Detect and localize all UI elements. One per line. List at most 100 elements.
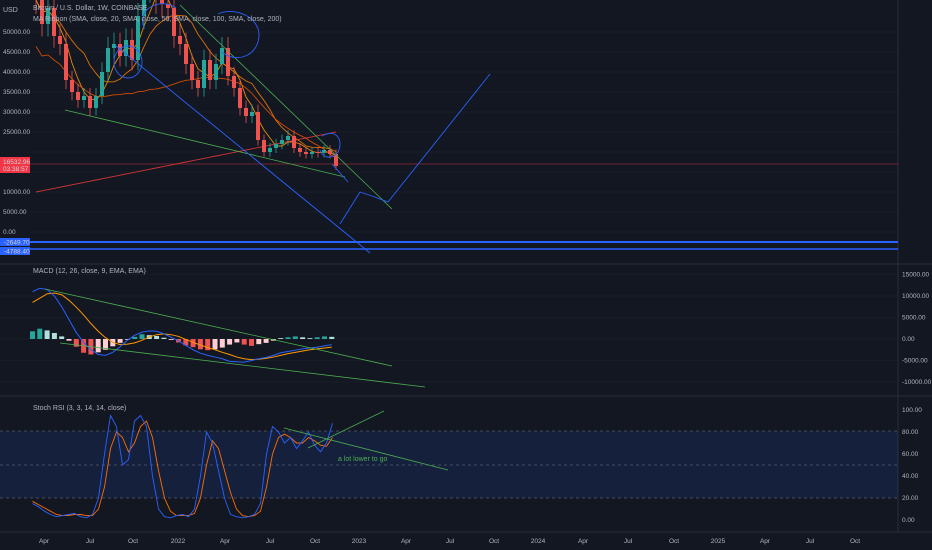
macd-histogram-bar[interactable] bbox=[278, 338, 284, 339]
macd-histogram-bar[interactable] bbox=[37, 328, 43, 339]
macd-histogram-bar[interactable] bbox=[139, 334, 145, 339]
candle-body[interactable] bbox=[274, 144, 278, 148]
macd-histogram-bar[interactable] bbox=[212, 339, 218, 350]
macd-histogram-bar[interactable] bbox=[205, 339, 211, 351]
candle-body[interactable] bbox=[292, 136, 296, 148]
macd-histogram-bar[interactable] bbox=[241, 339, 247, 345]
indicator-axis[interactable]: 15000.00 10000.00 5000.00 0.00 -5000.00 -1000… bbox=[902, 272, 932, 525]
candle-body[interactable] bbox=[58, 36, 62, 44]
stoch-k-line[interactable] bbox=[32, 414, 333, 519]
trendline-green-upper[interactable] bbox=[179, 4, 393, 210]
candle-body[interactable] bbox=[70, 80, 74, 92]
candle-body[interactable] bbox=[268, 148, 272, 152]
macd-signal-line[interactable] bbox=[32, 292, 332, 361]
macd-histogram-bar[interactable] bbox=[117, 339, 123, 343]
macd-histogram-bar[interactable] bbox=[227, 339, 233, 345]
macd-histogram-bar[interactable] bbox=[103, 339, 108, 350]
candle-body[interactable] bbox=[88, 96, 92, 108]
circle-annotation-3[interactable] bbox=[142, 3, 177, 29]
candle-body[interactable] bbox=[160, 0, 164, 4]
macd-histogram-bar[interactable] bbox=[66, 339, 72, 341]
macd-histogram-bar[interactable] bbox=[161, 337, 167, 339]
candle-body[interactable] bbox=[202, 60, 206, 88]
macd-histogram-bar[interactable] bbox=[51, 332, 57, 339]
candle-body[interactable] bbox=[82, 96, 86, 100]
rsi-trendline-up[interactable] bbox=[307, 410, 385, 449]
macd-histogram-bar[interactable] bbox=[314, 337, 320, 339]
projection-path[interactable] bbox=[339, 73, 491, 225]
candle-body[interactable] bbox=[118, 44, 122, 56]
circle-annotation-1[interactable] bbox=[113, 45, 143, 79]
candle-body[interactable] bbox=[286, 136, 290, 140]
candles[interactable] bbox=[34, 0, 338, 170]
candle-body[interactable] bbox=[40, 0, 44, 24]
macd-histogram-bar[interactable] bbox=[307, 338, 313, 339]
candle-body[interactable] bbox=[52, 8, 56, 36]
candle-body[interactable] bbox=[262, 140, 266, 152]
candle-body[interactable] bbox=[142, 0, 146, 16]
candle-body[interactable] bbox=[214, 64, 218, 80]
macd-histogram-bar[interactable] bbox=[322, 336, 327, 339]
macd-line[interactable] bbox=[32, 287, 332, 363]
stoch-rsi-legend[interactable]: Stoch RSI (3, 3, 14, 14, close) bbox=[33, 405, 126, 412]
ma-line-3[interactable] bbox=[35, 46, 337, 159]
candle-body[interactable] bbox=[94, 96, 98, 108]
candle-body[interactable] bbox=[238, 88, 242, 108]
stoch-d-line[interactable] bbox=[32, 420, 333, 518]
candle-body[interactable] bbox=[226, 48, 230, 76]
macd-histogram-bar[interactable] bbox=[197, 339, 203, 350]
candle-body[interactable] bbox=[334, 154, 338, 166]
candle-body[interactable] bbox=[298, 148, 302, 152]
drawings-macd[interactable] bbox=[44, 288, 426, 388]
candle-body[interactable] bbox=[280, 140, 284, 144]
macd-trendline-lower[interactable] bbox=[59, 342, 426, 388]
symbol-title[interactable]: Bitcoin / U.S. Dollar, 1W, COINBASE bbox=[33, 5, 148, 12]
ma-line-4[interactable] bbox=[35, 131, 337, 193]
ma-ribbon-legend[interactable]: MA Ribbon (SMA, close, 20, SMA, close, 5… bbox=[33, 16, 282, 23]
macd-histogram-bar[interactable] bbox=[190, 339, 196, 348]
candle-body[interactable] bbox=[76, 92, 80, 100]
candle-body[interactable] bbox=[106, 48, 110, 72]
macd-histogram-bar[interactable] bbox=[30, 331, 35, 339]
candle-body[interactable] bbox=[196, 80, 200, 88]
macd-histogram-bar[interactable] bbox=[132, 336, 138, 339]
candle-body[interactable] bbox=[112, 44, 116, 48]
rsi-trendline-down[interactable] bbox=[283, 427, 449, 471]
candle-body[interactable] bbox=[220, 48, 224, 64]
macd-trendline-upper[interactable] bbox=[44, 288, 393, 367]
macd-histogram-bar[interactable] bbox=[300, 337, 306, 339]
candle-body[interactable] bbox=[250, 112, 254, 116]
candle-body[interactable] bbox=[208, 60, 212, 80]
macd-legend[interactable]: MACD (12, 26, close, 9, EMA, EMA) bbox=[33, 268, 146, 275]
macd-histogram-bar[interactable] bbox=[329, 336, 335, 339]
ma-line-2[interactable] bbox=[35, 0, 337, 153]
candle-body[interactable] bbox=[190, 64, 194, 80]
candle-body[interactable] bbox=[64, 44, 68, 80]
candle-body[interactable] bbox=[256, 112, 260, 140]
candle-body[interactable] bbox=[46, 8, 50, 24]
candle-body[interactable] bbox=[310, 152, 314, 154]
candle-body[interactable] bbox=[100, 72, 104, 96]
drawings-price[interactable] bbox=[64, 3, 491, 254]
drawings-rsi[interactable]: a lot lower to go bbox=[283, 410, 449, 471]
time-axis[interactable]: Apr Jul Oct 2022 Apr Jul Oct 2023 Apr Jul Oct 2024 A… bbox=[39, 538, 860, 545]
candle-body[interactable] bbox=[136, 16, 140, 60]
macd-histogram-bar[interactable] bbox=[219, 339, 225, 348]
candle-body[interactable] bbox=[328, 150, 332, 154]
candle-body[interactable] bbox=[232, 76, 236, 88]
macd-histogram-bar[interactable] bbox=[183, 339, 189, 346]
candle-body[interactable] bbox=[304, 152, 308, 154]
stoch-rsi-pane[interactable] bbox=[32, 414, 333, 519]
macd-histogram-bar[interactable] bbox=[234, 339, 240, 343]
trendline-green-lower[interactable] bbox=[64, 109, 346, 178]
price-axis[interactable]: 50000.00 45000.00 40000.00 35000.00 30000.00… bbox=[3, 29, 30, 236]
circle-annotation-2[interactable] bbox=[217, 11, 260, 58]
macd-histogram-bar[interactable] bbox=[249, 339, 254, 346]
candle-body[interactable] bbox=[184, 44, 188, 64]
candle-body[interactable] bbox=[322, 150, 326, 153]
macd-histogram-bar[interactable] bbox=[44, 330, 50, 339]
candle-body[interactable] bbox=[130, 40, 134, 60]
macd-histogram-bar[interactable] bbox=[95, 339, 101, 353]
annotation-text[interactable]: a lot lower to go bbox=[338, 456, 388, 463]
